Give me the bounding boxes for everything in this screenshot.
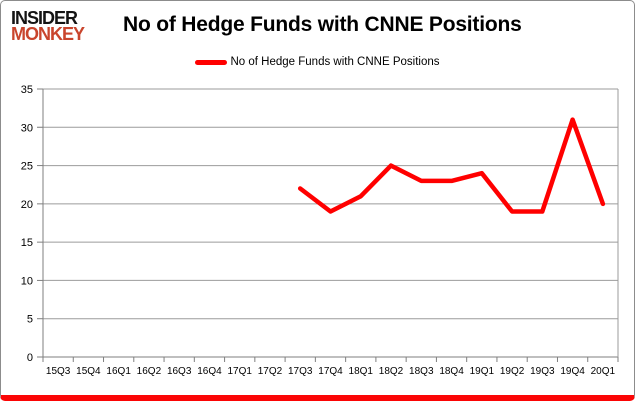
y-axis-label: 30 <box>21 122 33 134</box>
x-axis-label: 17Q4 <box>318 366 343 377</box>
x-axis-label: 16Q4 <box>197 366 222 377</box>
x-axis-label: 20Q1 <box>591 366 616 377</box>
insider-monkey-logo: INSIDER MONKEY <box>11 8 85 44</box>
y-axis-label: 15 <box>21 237 33 249</box>
x-axis-label: 18Q4 <box>439 366 464 377</box>
x-axis-label: 19Q1 <box>470 366 495 377</box>
legend-label: No of Hedge Funds with CNNE Positions <box>230 56 440 68</box>
x-axis-label: 16Q2 <box>137 366 162 377</box>
legend-line-swatch <box>195 59 228 65</box>
x-axis-label: 18Q2 <box>379 366 404 377</box>
x-axis-label: 18Q3 <box>409 366 434 377</box>
x-axis-label: 17Q2 <box>258 366 283 377</box>
x-axis-label: 19Q3 <box>530 366 555 377</box>
y-axis-label: 5 <box>27 314 33 326</box>
x-axis-label: 17Q1 <box>227 366 252 377</box>
line-chart-plot: 0 5 10 15 20 25 30 35 15Q3 15Q4 16Q1 16Q2 16Q3 16Q4 17… <box>21 84 619 377</box>
y-axis-label: 0 <box>27 352 33 364</box>
x-axis-label: 19Q2 <box>500 366 525 377</box>
series-line <box>297 117 606 214</box>
y-axis-label: 10 <box>21 275 33 287</box>
y-axis-label: 25 <box>21 161 33 173</box>
y-axis-label: 20 <box>21 199 33 211</box>
legend: No of Hedge Funds with CNNE Positions <box>1 56 634 68</box>
logo-text-insider: INSIDER <box>11 8 78 28</box>
x-axis-label: 15Q4 <box>76 366 101 377</box>
x-axis-label: 16Q1 <box>106 366 131 377</box>
y-axis-label: 35 <box>21 84 33 96</box>
x-axis-label: 15Q3 <box>46 366 71 377</box>
logo-text-monkey: MONKEY <box>11 24 85 44</box>
x-axis-label: 17Q3 <box>288 366 313 377</box>
x-axis-label: 16Q3 <box>167 366 192 377</box>
x-axis-label: 19Q4 <box>560 366 585 377</box>
chart-title: No of Hedge Funds with CNNE Positions <box>123 13 522 36</box>
x-axis-label: 18Q1 <box>349 366 374 377</box>
